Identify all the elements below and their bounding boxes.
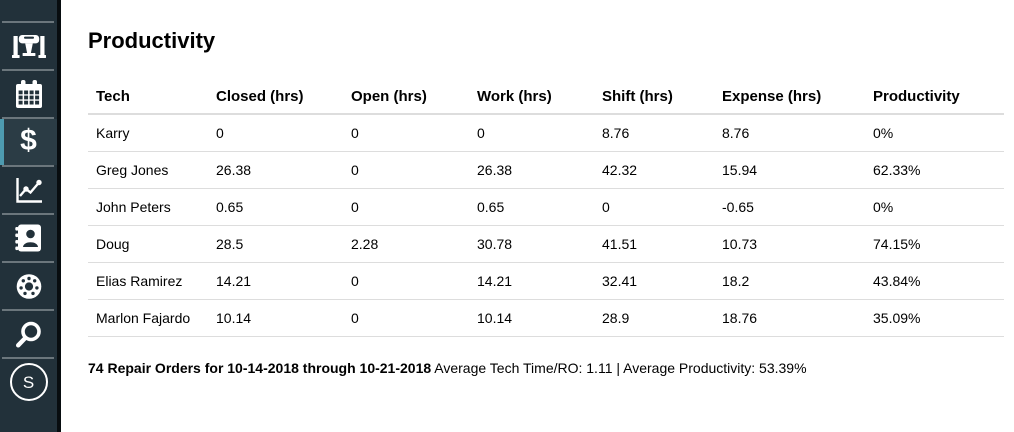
- cell-open: 0: [343, 113, 469, 152]
- contacts-book-icon: [13, 223, 44, 253]
- cell-closed: 0.65: [208, 188, 343, 226]
- cell-expense: 15.94: [714, 151, 865, 189]
- cell-work: 0: [469, 113, 594, 152]
- cell-shift: 28.9: [594, 299, 714, 338]
- sidebar-item-donut[interactable]: [0, 263, 57, 309]
- divider: [2, 309, 54, 311]
- cell-shift: 42.32: [594, 151, 714, 189]
- cell-expense: 18.2: [714, 262, 865, 300]
- main-content: Productivity Tech Closed (hrs) Open (hrs…: [61, 0, 1014, 432]
- page-title: Productivity: [88, 28, 216, 53]
- divider: [2, 261, 54, 263]
- cell-productivity: 0%: [865, 188, 1004, 226]
- sidebar-item-user-avatar[interactable]: S: [0, 359, 57, 405]
- sidebar-top-spacer: [0, 0, 57, 21]
- productivity-table: Tech Closed (hrs) Open (hrs) Work (hrs) …: [88, 80, 1004, 338]
- sidebar-item-contacts[interactable]: [0, 215, 57, 261]
- cell-closed: 14.21: [208, 262, 343, 300]
- cell-tech: Greg Jones: [88, 151, 208, 189]
- sidebar-item-calendar[interactable]: [0, 71, 57, 117]
- sidebar-item-search[interactable]: [0, 311, 57, 357]
- cell-tech: Elias Ramirez: [88, 262, 208, 300]
- line-chart-icon: [14, 175, 44, 205]
- calendar-icon: [14, 79, 44, 109]
- report-summary: 74 Repair Orders for 10-14-2018 through …: [88, 358, 1004, 378]
- cell-productivity: 35.09%: [865, 299, 1004, 338]
- cell-expense: -0.65: [714, 188, 865, 226]
- col-header-closed: Closed (hrs): [208, 80, 343, 116]
- sidebar-item-line-chart[interactable]: [0, 167, 57, 213]
- cell-closed: 0: [208, 113, 343, 152]
- table-header-row: Tech Closed (hrs) Open (hrs) Work (hrs) …: [88, 80, 1004, 116]
- cell-productivity: 43.84%: [865, 262, 1004, 300]
- vehicle-lift-icon: [11, 31, 46, 61]
- col-header-work: Work (hrs): [469, 80, 594, 116]
- cell-expense: 10.73: [714, 225, 865, 263]
- cell-shift: 32.41: [594, 262, 714, 300]
- divider: [2, 357, 54, 359]
- cell-closed: 26.38: [208, 151, 343, 189]
- cell-tech: Marlon Fajardo: [88, 299, 208, 338]
- table-row: Greg Jones 26.38 0 26.38 42.32 15.94 62.…: [88, 151, 1004, 189]
- dollar-icon: $: [20, 124, 37, 157]
- cell-shift: 0: [594, 188, 714, 226]
- table-row: Elias Ramirez 14.21 0 14.21 32.41 18.2 4…: [88, 262, 1004, 300]
- cell-tech: Doug: [88, 225, 208, 263]
- cell-shift: 41.51: [594, 225, 714, 263]
- table-row: John Peters 0.65 0 0.65 0 -0.65 0%: [88, 188, 1004, 226]
- cell-expense: 8.76: [714, 113, 865, 152]
- divider: [2, 165, 54, 167]
- cell-tech: John Peters: [88, 188, 208, 226]
- sidebar-item-dollar[interactable]: $: [0, 119, 57, 165]
- cell-work: 10.14: [469, 299, 594, 338]
- summary-range: 74 Repair Orders for 10-14-2018 through …: [88, 360, 432, 377]
- cell-open: 0: [343, 188, 469, 226]
- col-header-productivity: Productivity: [865, 80, 1004, 116]
- user-avatar: S: [9, 363, 48, 401]
- donut-icon: [14, 271, 44, 301]
- divider: [2, 213, 54, 215]
- cell-work: 26.38: [469, 151, 594, 189]
- cell-open: 0: [343, 299, 469, 338]
- cell-work: 0.65: [469, 188, 594, 226]
- divider: [2, 117, 54, 119]
- cell-tech: Karry: [88, 113, 208, 152]
- cell-expense: 18.76: [714, 299, 865, 338]
- summary-averages: Average Tech Time/RO: 1.11 | Average Pro…: [431, 360, 807, 377]
- divider: [2, 21, 54, 23]
- cell-work: 14.21: [469, 262, 594, 300]
- sidebar-item-vehicle-lift[interactable]: [0, 23, 57, 69]
- table-row: Karry 0 0 0 8.76 8.76 0%: [88, 113, 1004, 152]
- cell-open: 2.28: [343, 225, 469, 263]
- col-header-tech: Tech: [88, 80, 208, 116]
- sidebar: $: [0, 0, 61, 432]
- cell-work: 30.78: [469, 225, 594, 263]
- cell-productivity: 62.33%: [865, 151, 1004, 189]
- col-header-open: Open (hrs): [343, 80, 469, 116]
- search-icon: [14, 319, 44, 349]
- table-row: Doug 28.5 2.28 30.78 41.51 10.73 74.15%: [88, 225, 1004, 263]
- cell-productivity: 74.15%: [865, 225, 1004, 263]
- cell-shift: 8.76: [594, 113, 714, 152]
- cell-closed: 28.5: [208, 225, 343, 263]
- divider: [2, 69, 54, 71]
- col-header-shift: Shift (hrs): [594, 80, 714, 116]
- cell-closed: 10.14: [208, 299, 343, 338]
- cell-open: 0: [343, 151, 469, 189]
- cell-open: 0: [343, 262, 469, 300]
- cell-productivity: 0%: [865, 113, 1004, 152]
- table-row: Marlon Fajardo 10.14 0 10.14 28.9 18.76 …: [88, 299, 1004, 338]
- avatar-initial: S: [22, 372, 35, 392]
- col-header-expense: Expense (hrs): [714, 80, 865, 116]
